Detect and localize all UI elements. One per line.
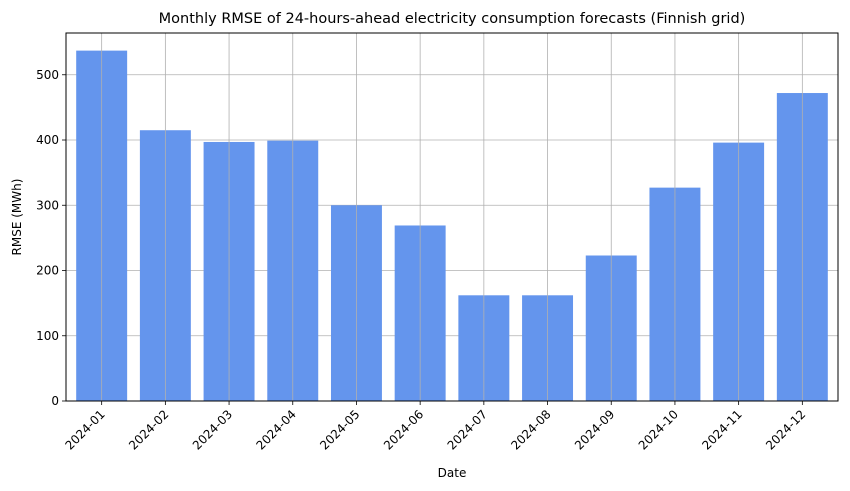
y-axis-ticks: 0 100 200 300 400 500	[36, 68, 66, 408]
y-tick-label: 0	[51, 394, 59, 408]
plot-frame	[65, 32, 839, 402]
x-axis-label: Date	[438, 466, 467, 480]
y-axis-label: RMSE (MWh)	[10, 179, 24, 256]
y-tick-label: 500	[36, 68, 59, 82]
y-tick-label: 300	[36, 198, 59, 212]
bars	[76, 33, 828, 402]
y-tick-label: 100	[36, 329, 59, 343]
chart-title: Monthly RMSE of 24-hours-ahead electrici…	[159, 11, 746, 27]
y-tick-label: 400	[36, 133, 59, 147]
y-tick-label: 200	[36, 264, 59, 278]
